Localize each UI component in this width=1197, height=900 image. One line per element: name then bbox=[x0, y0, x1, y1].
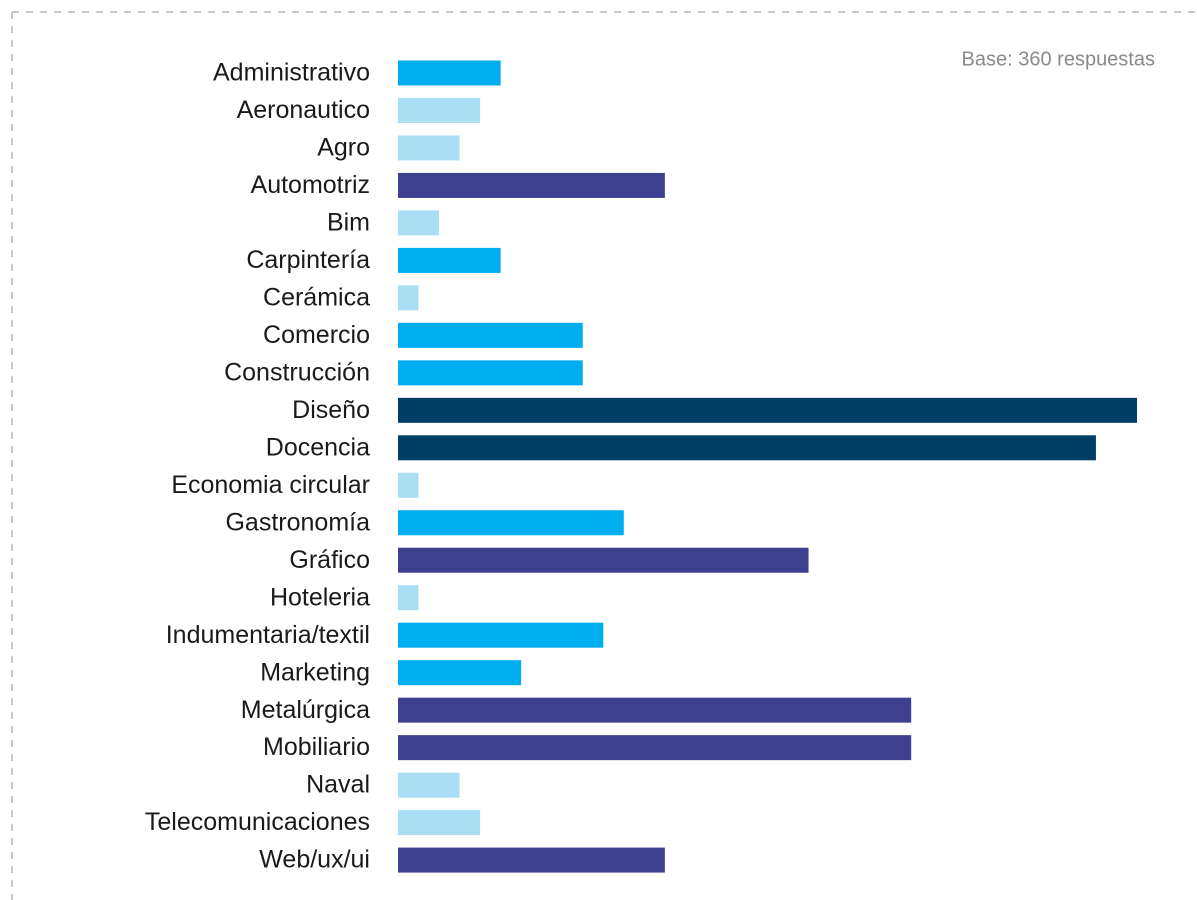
category-label: Administrativo bbox=[213, 59, 370, 87]
category-label: Carpintería bbox=[246, 246, 370, 274]
bar bbox=[398, 847, 665, 873]
category-label: Gráfico bbox=[289, 546, 370, 574]
category-label: Comercio bbox=[263, 321, 370, 349]
category-label: Agro bbox=[317, 134, 370, 162]
category-label: Docencia bbox=[266, 433, 370, 461]
category-label: Construcción bbox=[224, 358, 370, 386]
bar bbox=[398, 97, 481, 123]
category-label: Mobiliario bbox=[263, 733, 370, 761]
category-label: Automotriz bbox=[251, 171, 370, 199]
category-label: Telecomunicaciones bbox=[145, 808, 370, 836]
category-label: Marketing bbox=[260, 658, 370, 686]
category-label: Aeronautico bbox=[237, 96, 370, 124]
category-label: Gastronomía bbox=[225, 508, 370, 536]
bar bbox=[398, 285, 419, 311]
bar bbox=[398, 247, 501, 273]
category-label: Naval bbox=[306, 771, 370, 799]
category-label: Cerámica bbox=[263, 283, 370, 311]
bar bbox=[398, 322, 583, 348]
bar bbox=[398, 60, 501, 86]
bar bbox=[398, 360, 583, 386]
bar bbox=[398, 660, 522, 686]
bar bbox=[398, 510, 624, 536]
category-label: Bim bbox=[327, 209, 370, 237]
bar bbox=[398, 697, 912, 723]
bar bbox=[398, 435, 1096, 461]
annotation: Base: 360 respuestas bbox=[962, 48, 1155, 70]
category-label: Economia circular bbox=[171, 471, 370, 499]
bar bbox=[398, 472, 419, 498]
bar bbox=[398, 585, 419, 611]
bar bbox=[398, 135, 460, 161]
bar bbox=[398, 735, 912, 761]
bar bbox=[398, 210, 440, 236]
category-label: Indumentaria/textil bbox=[166, 621, 370, 649]
bar bbox=[398, 397, 1137, 423]
bar bbox=[398, 547, 809, 573]
bar bbox=[398, 772, 460, 798]
category-label: Web/ux/ui bbox=[259, 846, 370, 874]
bar bbox=[398, 622, 604, 648]
category-label: Hoteleria bbox=[270, 583, 370, 611]
bar bbox=[398, 172, 665, 198]
category-label: Metalúrgica bbox=[241, 696, 370, 724]
category-label: Diseño bbox=[292, 396, 370, 424]
bar bbox=[398, 810, 481, 836]
